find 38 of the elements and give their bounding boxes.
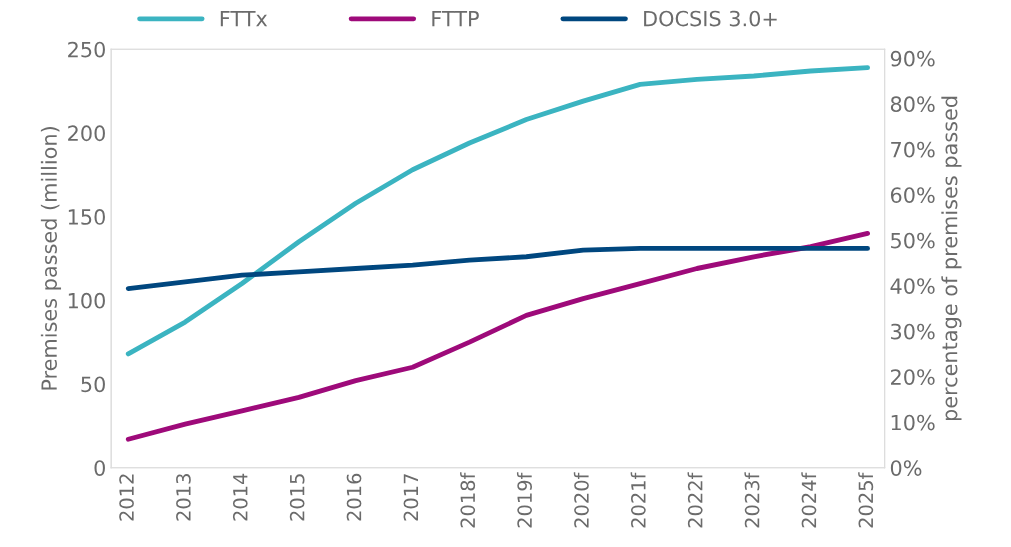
x-tick-label: 2020f xyxy=(573,472,589,528)
y2-tick-label: 70% xyxy=(891,141,935,158)
y-tick-label: 150 xyxy=(68,209,105,225)
x-tick-label: 2023f xyxy=(744,472,760,528)
legend-label: FTTP xyxy=(432,10,479,27)
y-tick-label: 50 xyxy=(81,376,105,393)
y-tick-label: 100 xyxy=(68,292,105,309)
line-series xyxy=(125,65,870,357)
x-tick-label: 2017 xyxy=(403,474,419,521)
line-series xyxy=(125,245,870,292)
y2-tick-label: 80% xyxy=(890,96,935,113)
legend-label: FTTx xyxy=(220,10,268,27)
x-tick-label: 2025f xyxy=(858,472,874,528)
x-tick-label: 2015 xyxy=(289,474,305,521)
y2-tick-label: 60% xyxy=(890,187,935,203)
x-tick-label: 2012 xyxy=(119,474,134,521)
x-tick-label: 2013 xyxy=(176,474,191,521)
y2-tick-label: 0% xyxy=(890,460,922,476)
y2-axis-title: percentage of premises passed xyxy=(941,96,962,421)
x-tick-label: 2022f xyxy=(687,472,703,528)
y2-tick-label: 90% xyxy=(890,50,935,67)
y-tick-label: 0 xyxy=(94,460,105,476)
y2-tick-label: 10% xyxy=(891,414,935,431)
x-tick-label: 2018f xyxy=(460,472,476,528)
legend-label: DOCSIS 3.0+ xyxy=(644,10,777,27)
y-tick-label: 200 xyxy=(68,125,105,142)
y-axis-title: Premises passed (million) xyxy=(40,127,62,390)
line-series xyxy=(125,230,870,442)
y2-tick-label: 20% xyxy=(891,369,935,385)
x-tick-label: 2016 xyxy=(346,473,362,521)
y2-tick-label: 30% xyxy=(891,323,935,340)
x-tick-label: 2019f xyxy=(516,472,532,528)
x-tick-label: 2024f xyxy=(801,472,817,528)
y-tick-label: 250 xyxy=(68,41,105,58)
x-tick-label: 2021f xyxy=(630,472,646,528)
x-tick-label: 2014 xyxy=(232,473,248,521)
y2-tick-label: 50% xyxy=(891,232,935,249)
y2-tick-label: 40% xyxy=(890,278,935,294)
